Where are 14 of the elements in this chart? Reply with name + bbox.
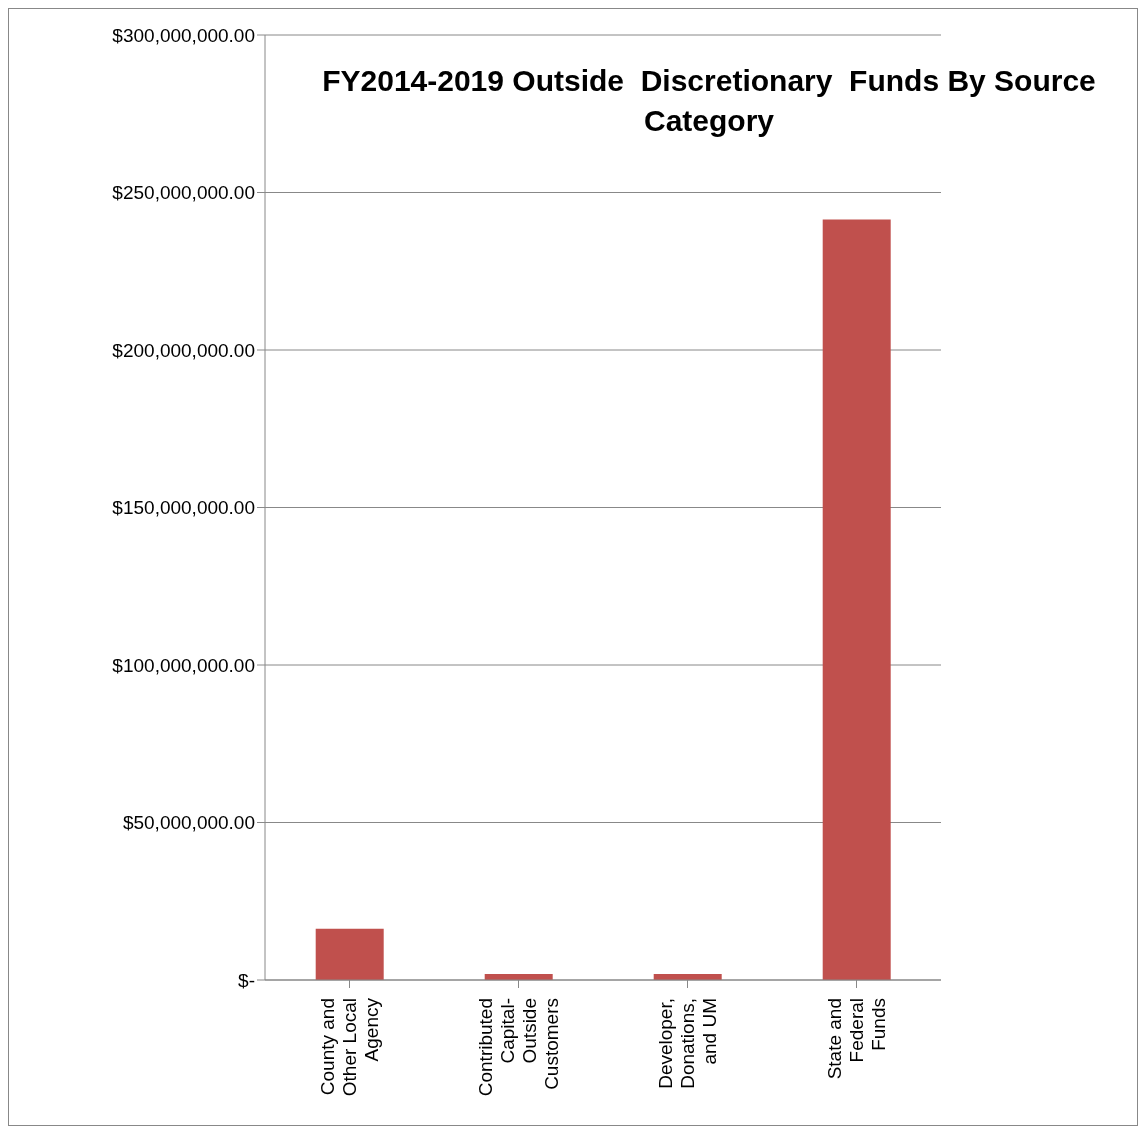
y-tick-label: $100,000,000.00 — [112, 654, 255, 676]
y-tick-label: $50,000,000.00 — [122, 812, 255, 834]
x-tick-label: Developer, Donations, and UM — [654, 998, 720, 1089]
bar — [315, 928, 384, 980]
y-tick-label: $150,000,000.00 — [112, 497, 255, 519]
text: FY2014-2019 Outside Discretionary Funds By Source Category — [321, 63, 1097, 139]
x-tick-label: State and Federal Funds — [823, 998, 889, 1080]
x-tick-label: Contributed Capital- Outside Customers — [474, 998, 562, 1097]
bar — [822, 219, 891, 980]
y-tick-label: $300,000,000.00 — [112, 24, 255, 46]
y-tick-label: $200,000,000.00 — [112, 339, 255, 361]
y-tick-label: $- — [238, 969, 255, 991]
y-tick-label: $250,000,000.00 — [112, 182, 255, 204]
x-tick-label: County and Other Local Agency — [316, 997, 382, 1097]
